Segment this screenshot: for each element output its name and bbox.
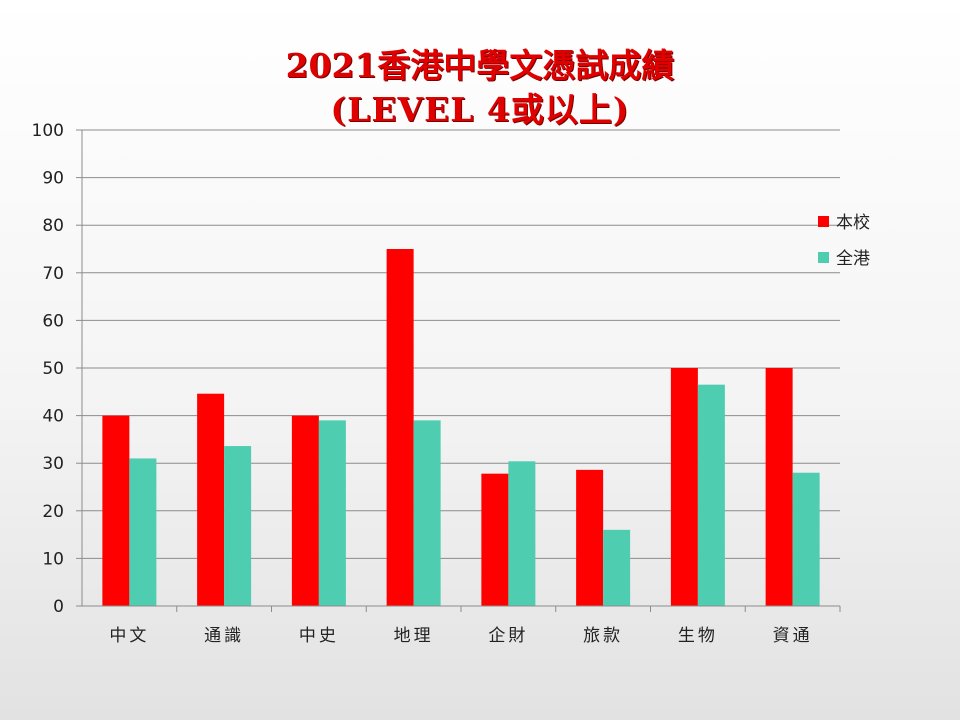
bar-本校-中史 bbox=[291, 415, 319, 606]
y-tick-label-70: 70 bbox=[42, 264, 64, 284]
bar-本校-企財 bbox=[481, 473, 509, 606]
bar-本校-通識 bbox=[197, 393, 225, 606]
bar-全港-通識 bbox=[224, 446, 252, 606]
bar-全港-中史 bbox=[318, 420, 346, 606]
y-tick-label-0: 0 bbox=[53, 597, 64, 617]
chart-title-line-1: 2021香港中學文憑試成績 bbox=[285, 46, 675, 85]
x-category-label-7: 資通 bbox=[773, 626, 813, 646]
legend-label-本校: 本校 bbox=[836, 213, 870, 233]
legend-swatch-本校 bbox=[818, 216, 829, 227]
bars bbox=[102, 249, 820, 606]
legend-swatch-全港 bbox=[818, 252, 829, 263]
bar-本校-生物 bbox=[670, 368, 698, 606]
legend-label-全港: 全港 bbox=[836, 249, 870, 269]
bar-全港-生物 bbox=[697, 384, 725, 606]
y-tick-label-100: 100 bbox=[32, 121, 64, 141]
bar-全港-中文 bbox=[129, 458, 157, 606]
y-tick-label-80: 80 bbox=[42, 216, 64, 236]
bar-本校-地理 bbox=[386, 249, 414, 606]
y-axis-tick-labels: 0 10 20 30 40 50 60 70 80 90 100 bbox=[32, 121, 64, 617]
bar-本校-資通 bbox=[765, 368, 793, 606]
x-category-label-5: 旅款 bbox=[583, 626, 623, 646]
y-tick-label-60: 60 bbox=[42, 311, 64, 331]
x-category-label-3: 地理 bbox=[394, 626, 434, 646]
x-category-label-1: 通識 bbox=[204, 626, 244, 646]
bar-本校-旅款 bbox=[576, 469, 604, 606]
y-tick-label-20: 20 bbox=[42, 502, 64, 522]
bar-全港-企財 bbox=[508, 461, 536, 606]
x-category-label-2: 中史 bbox=[299, 626, 339, 646]
x-axis-category-labels: 中文 通識 中史 地理 企財 旅款 生物 資通 bbox=[109, 626, 813, 646]
y-tick-label-90: 90 bbox=[42, 169, 64, 189]
y-tick-label-10: 10 bbox=[42, 549, 64, 569]
chart-title-line-2: (LEVEL 4或以上) bbox=[330, 90, 630, 129]
gridlines bbox=[82, 129, 840, 559]
y-tick-label-40: 40 bbox=[42, 407, 64, 427]
x-category-label-0: 中文 bbox=[109, 626, 149, 646]
bar-全港-旅款 bbox=[603, 529, 631, 606]
x-category-label-4: 企財 bbox=[488, 626, 528, 646]
bar-本校-中文 bbox=[102, 415, 130, 606]
bar-全港-地理 bbox=[413, 420, 441, 606]
y-tick-label-30: 30 bbox=[42, 454, 64, 474]
x-category-label-6: 生物 bbox=[678, 626, 718, 646]
bar-全港-資通 bbox=[792, 472, 820, 606]
y-tick-label-50: 50 bbox=[42, 359, 64, 379]
axes bbox=[76, 129, 841, 612]
